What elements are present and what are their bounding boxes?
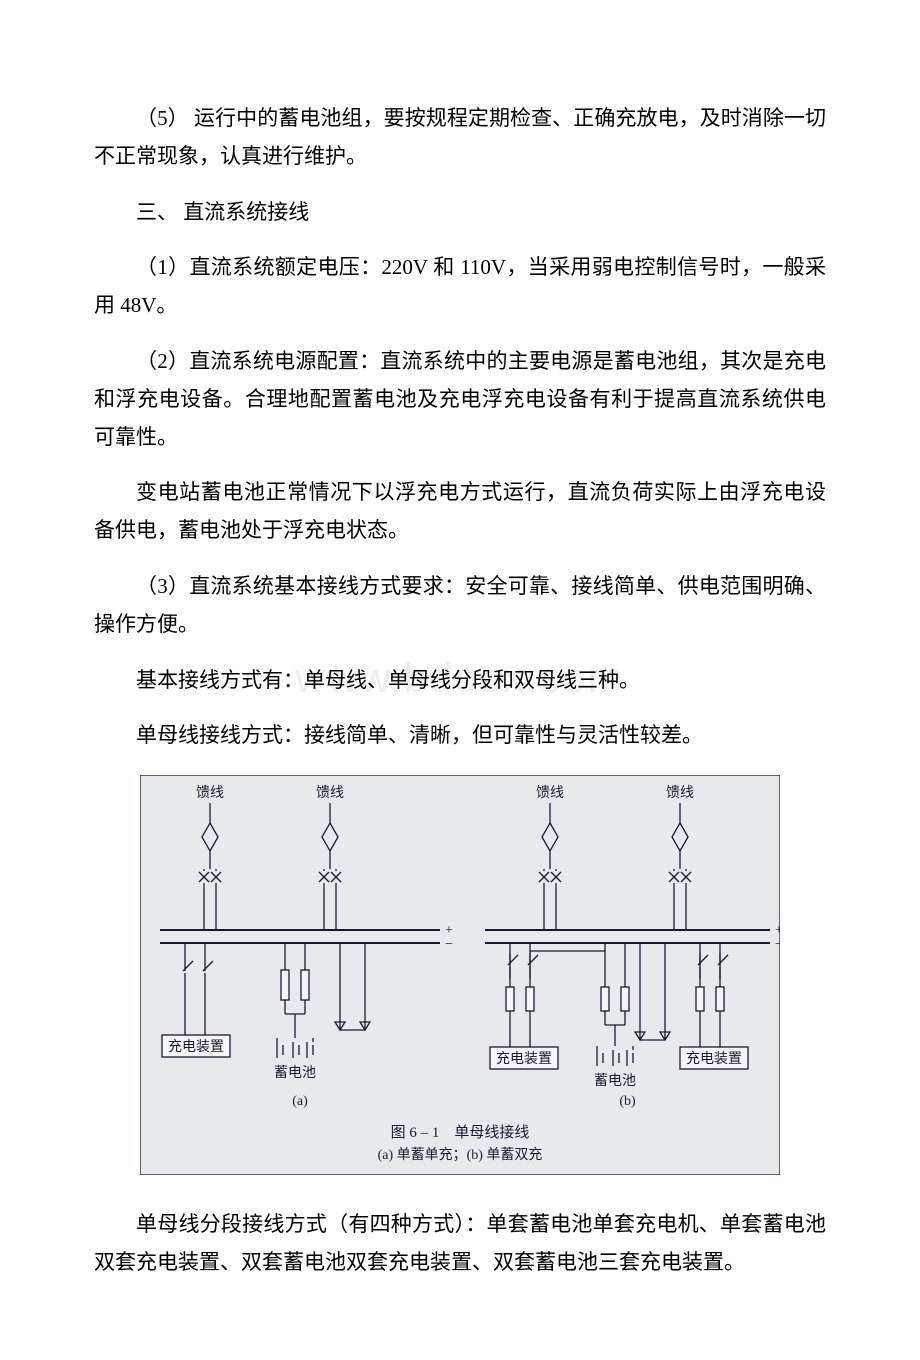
paragraph-wiring-types: 基本接线方式有：单母线、单母线分段和双母线三种。 <box>94 662 826 700</box>
svg-text:+: + <box>445 923 453 938</box>
wiring-diagram-svg: 馈线馈线+−充电装置蓄电池(a)馈线馈线+−充电装置充电装置蓄电池(b)图 6 … <box>140 775 780 1175</box>
figure-6-1: 馈线馈线+−充电装置蓄电池(a)馈线馈线+−充电装置充电装置蓄电池(b)图 6 … <box>94 775 826 1188</box>
svg-text:−: − <box>775 937 780 952</box>
svg-text:−: − <box>445 937 453 952</box>
paragraph-sectioned-bus: 单母线分段接线方式（有四种方式）：单套蓄电池单套充电机、单套蓄电池双套充电装置、… <box>94 1206 826 1282</box>
svg-text:图 6 – 1 单母线接线: 图 6 – 1 单母线接线 <box>391 1124 530 1141</box>
svg-text:馈线: 馈线 <box>196 785 224 801</box>
svg-text:馈线: 馈线 <box>536 785 564 801</box>
svg-text:馈线: 馈线 <box>316 785 344 801</box>
paragraph-3-1: （1）直流系统额定电压：220V 和 110V，当采用弱电控制信号时，一般采用 … <box>94 249 826 325</box>
svg-text:充电装置: 充电装置 <box>496 1051 552 1067</box>
svg-text:蓄电池: 蓄电池 <box>274 1065 316 1081</box>
document-body: （5） 运行中的蓄电池组，要按规程定期检查、正确充放电，及时消除一切不正常现象，… <box>94 100 826 1282</box>
paragraph-3-3: （3）直流系统基本接线方式要求：安全可靠、接线简单、供电范围明确、操作方便。 <box>94 568 826 644</box>
paragraph-single-bus: 单母线接线方式：接线简单、清晰，但可靠性与灵活性较差。 <box>94 717 826 755</box>
section-heading-3: 三、 直流系统接线 <box>94 194 826 232</box>
svg-text:+: + <box>775 923 780 938</box>
svg-text:充电装置: 充电装置 <box>168 1039 224 1055</box>
svg-text:(b): (b) <box>619 1094 636 1109</box>
svg-text:馈线: 馈线 <box>666 785 694 801</box>
paragraph-3-2: （2）直流系统电源配置：直流系统中的主要电源是蓄电池组，其次是充电和浮充电设备。… <box>94 343 826 456</box>
paragraph-5: （5） 运行中的蓄电池组，要按规程定期检查、正确充放电，及时消除一切不正常现象，… <box>94 100 826 176</box>
paragraph-3-2b: 变电站蓄电池正常情况下以浮充电方式运行，直流负荷实际上由浮充电设备供电，蓄电池处… <box>94 474 826 550</box>
svg-text:(a): (a) <box>292 1094 308 1109</box>
svg-text:(a) 单蓄单充；(b) 单蓄双充: (a) 单蓄单充；(b) 单蓄双充 <box>378 1147 543 1163</box>
svg-text:充电装置: 充电装置 <box>686 1051 742 1067</box>
svg-text:蓄电池: 蓄电池 <box>594 1073 636 1089</box>
